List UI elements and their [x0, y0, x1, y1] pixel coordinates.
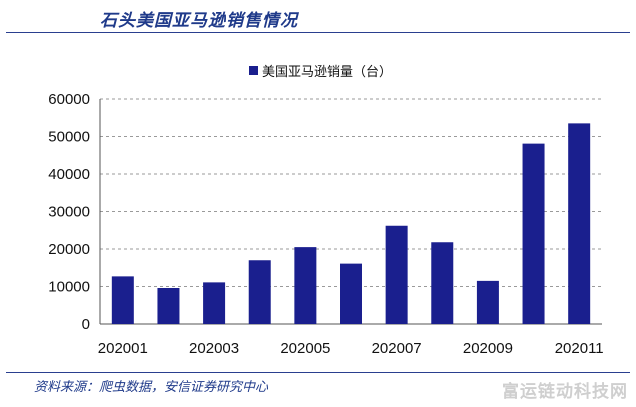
- y-tick-label: 50000: [48, 129, 90, 146]
- bars: [111, 123, 591, 324]
- bar-202003: [203, 282, 226, 324]
- legend: 美国亚马逊销量（台）: [249, 65, 392, 80]
- bar-202010: [522, 143, 545, 324]
- bar-202007: [385, 225, 408, 324]
- y-tick-label: 20000: [48, 241, 90, 258]
- header-divider: [6, 32, 630, 33]
- legend-swatch: [249, 66, 258, 75]
- y-tick-label: 10000: [48, 279, 90, 296]
- chart-header: 石头美国亚马逊销售情况: [0, 0, 636, 40]
- y-tick-label: 60000: [48, 91, 90, 108]
- y-tick-label: 30000: [48, 204, 90, 221]
- chart-title: 石头美国亚马逊销售情况: [100, 11, 298, 31]
- legend-label: 美国亚马逊销量（台）: [262, 65, 392, 80]
- x-tick-label: 202001: [98, 340, 148, 357]
- watermark-text: 富运链动科技网: [502, 382, 628, 402]
- source-note: 资料来源：爬虫数据，安信证券研究中心: [34, 380, 269, 395]
- x-tick-label: 202011: [555, 340, 604, 357]
- x-tick-label: 202009: [463, 340, 513, 357]
- footer-divider: [6, 372, 630, 373]
- bar-202009: [476, 280, 499, 324]
- bar-202005: [294, 247, 317, 324]
- y-tick-label: 40000: [48, 166, 90, 183]
- bar-202006: [340, 263, 362, 324]
- y-tick-label: 0: [82, 316, 90, 333]
- x-tick-labels: 202001 202003 202005 202007 202009 202011: [98, 340, 604, 357]
- bar-202004: [248, 260, 271, 324]
- y-tick-labels: 0 10000 20000 30000 40000 50000 60000: [48, 91, 90, 333]
- bar-202011: [568, 123, 591, 324]
- bar-202002: [157, 288, 180, 324]
- x-tick-label: 202007: [372, 340, 422, 357]
- x-tick-label: 202005: [280, 340, 330, 357]
- bar-202008: [431, 242, 454, 324]
- x-tick-label: 202003: [189, 340, 239, 357]
- bar-202001: [111, 276, 134, 324]
